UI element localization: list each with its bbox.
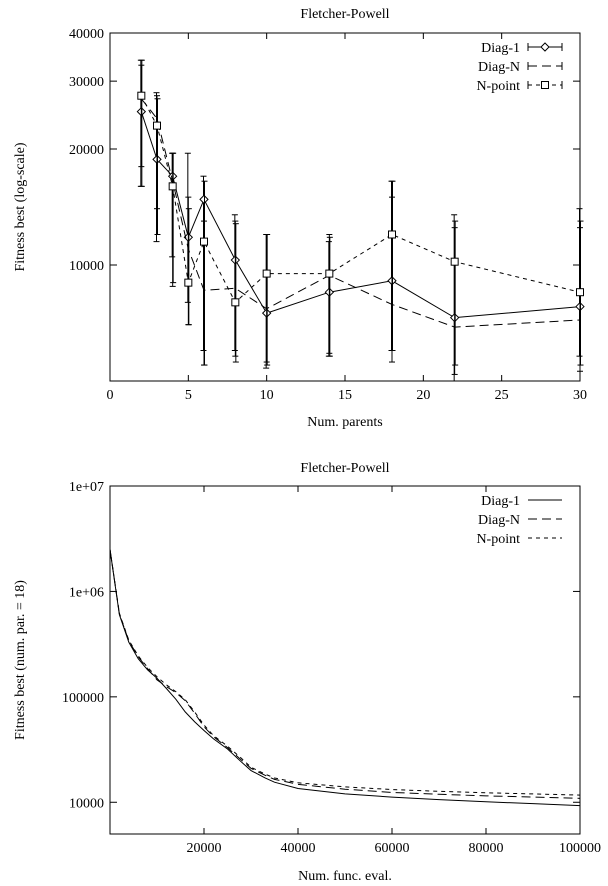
series-diag-n [109,549,581,799]
data-point-square [200,237,208,246]
chart-title: Fletcher-Powell [300,461,389,476]
series-line [109,549,581,807]
series-diag-1 [109,549,581,807]
x-tick-label: 0 [107,388,114,403]
x-tick-label: 5 [185,388,192,403]
legend-label: Diag-N [478,60,520,75]
series-diag-n [138,64,583,375]
x-tick-label: 60000 [375,841,410,856]
legend-label: Diag-N [478,513,520,528]
data-point-square [576,288,584,297]
x-tick-label: 40000 [281,841,316,856]
legend-label: N-point [476,79,520,94]
legend: Diag-1 Diag-N N-point [476,41,563,94]
series-line [140,98,581,328]
x-tick-label: 15 [338,388,352,403]
legend: Diag-1 Diag-N N-point [476,494,562,547]
y-axis-label: Fitness best (log-scale) [13,142,28,271]
data-point-square [262,269,271,278]
legend-label: N-point [476,532,520,547]
series-line [109,549,581,796]
y-tick-label: 40000 [69,27,104,42]
y-tick-label: 10000 [69,259,104,274]
y-tick-label: 20000 [69,143,104,158]
x-tick-label: 20 [416,388,430,403]
chart-title: Fletcher-Powell [300,7,389,22]
data-point-square [231,298,240,307]
x-tick-label: 30 [573,388,587,403]
legend-marker-square [541,81,549,89]
chart-fitness-vs-evaluations: Fletcher-Powell Num. func. eval. Fitness… [13,461,601,884]
data-point-square [137,91,146,100]
y-axis-label: Fitness best (num. par. = 18) [13,580,28,740]
x-tick-label: 100000 [559,841,601,856]
y-tick-label: 100000 [62,691,104,706]
series-line [140,111,581,319]
legend-marker-diamond [540,42,550,52]
legend-label: Diag-1 [481,41,520,56]
y-tick-label: 1e+06 [69,585,104,600]
plot-frame [109,485,581,835]
x-axis-label: Num. parents [307,415,382,430]
x-tick-label: 20000 [187,841,222,856]
data-point-square [325,269,334,278]
chart-fitness-vs-parents: Fletcher-Powell Num. parents Fitness bes… [13,7,587,430]
data-point-square [153,121,161,130]
x-tick-label: 80000 [469,841,504,856]
x-tick-label: 25 [495,388,509,403]
x-tick-label: 10 [260,388,274,403]
data-point-square [450,257,459,266]
series-line [109,549,581,799]
series-n-point [109,549,581,796]
series-n-point [137,59,584,366]
y-tick-label: 1e+07 [69,480,104,495]
data-point-square [388,230,396,239]
data-point-square [184,278,193,287]
legend-label: Diag-1 [481,494,520,509]
data-point-square [168,182,177,191]
y-tick-label: 10000 [69,796,104,811]
y-tick-label: 30000 [69,75,104,90]
x-axis-label: Num. func. eval. [298,869,392,884]
